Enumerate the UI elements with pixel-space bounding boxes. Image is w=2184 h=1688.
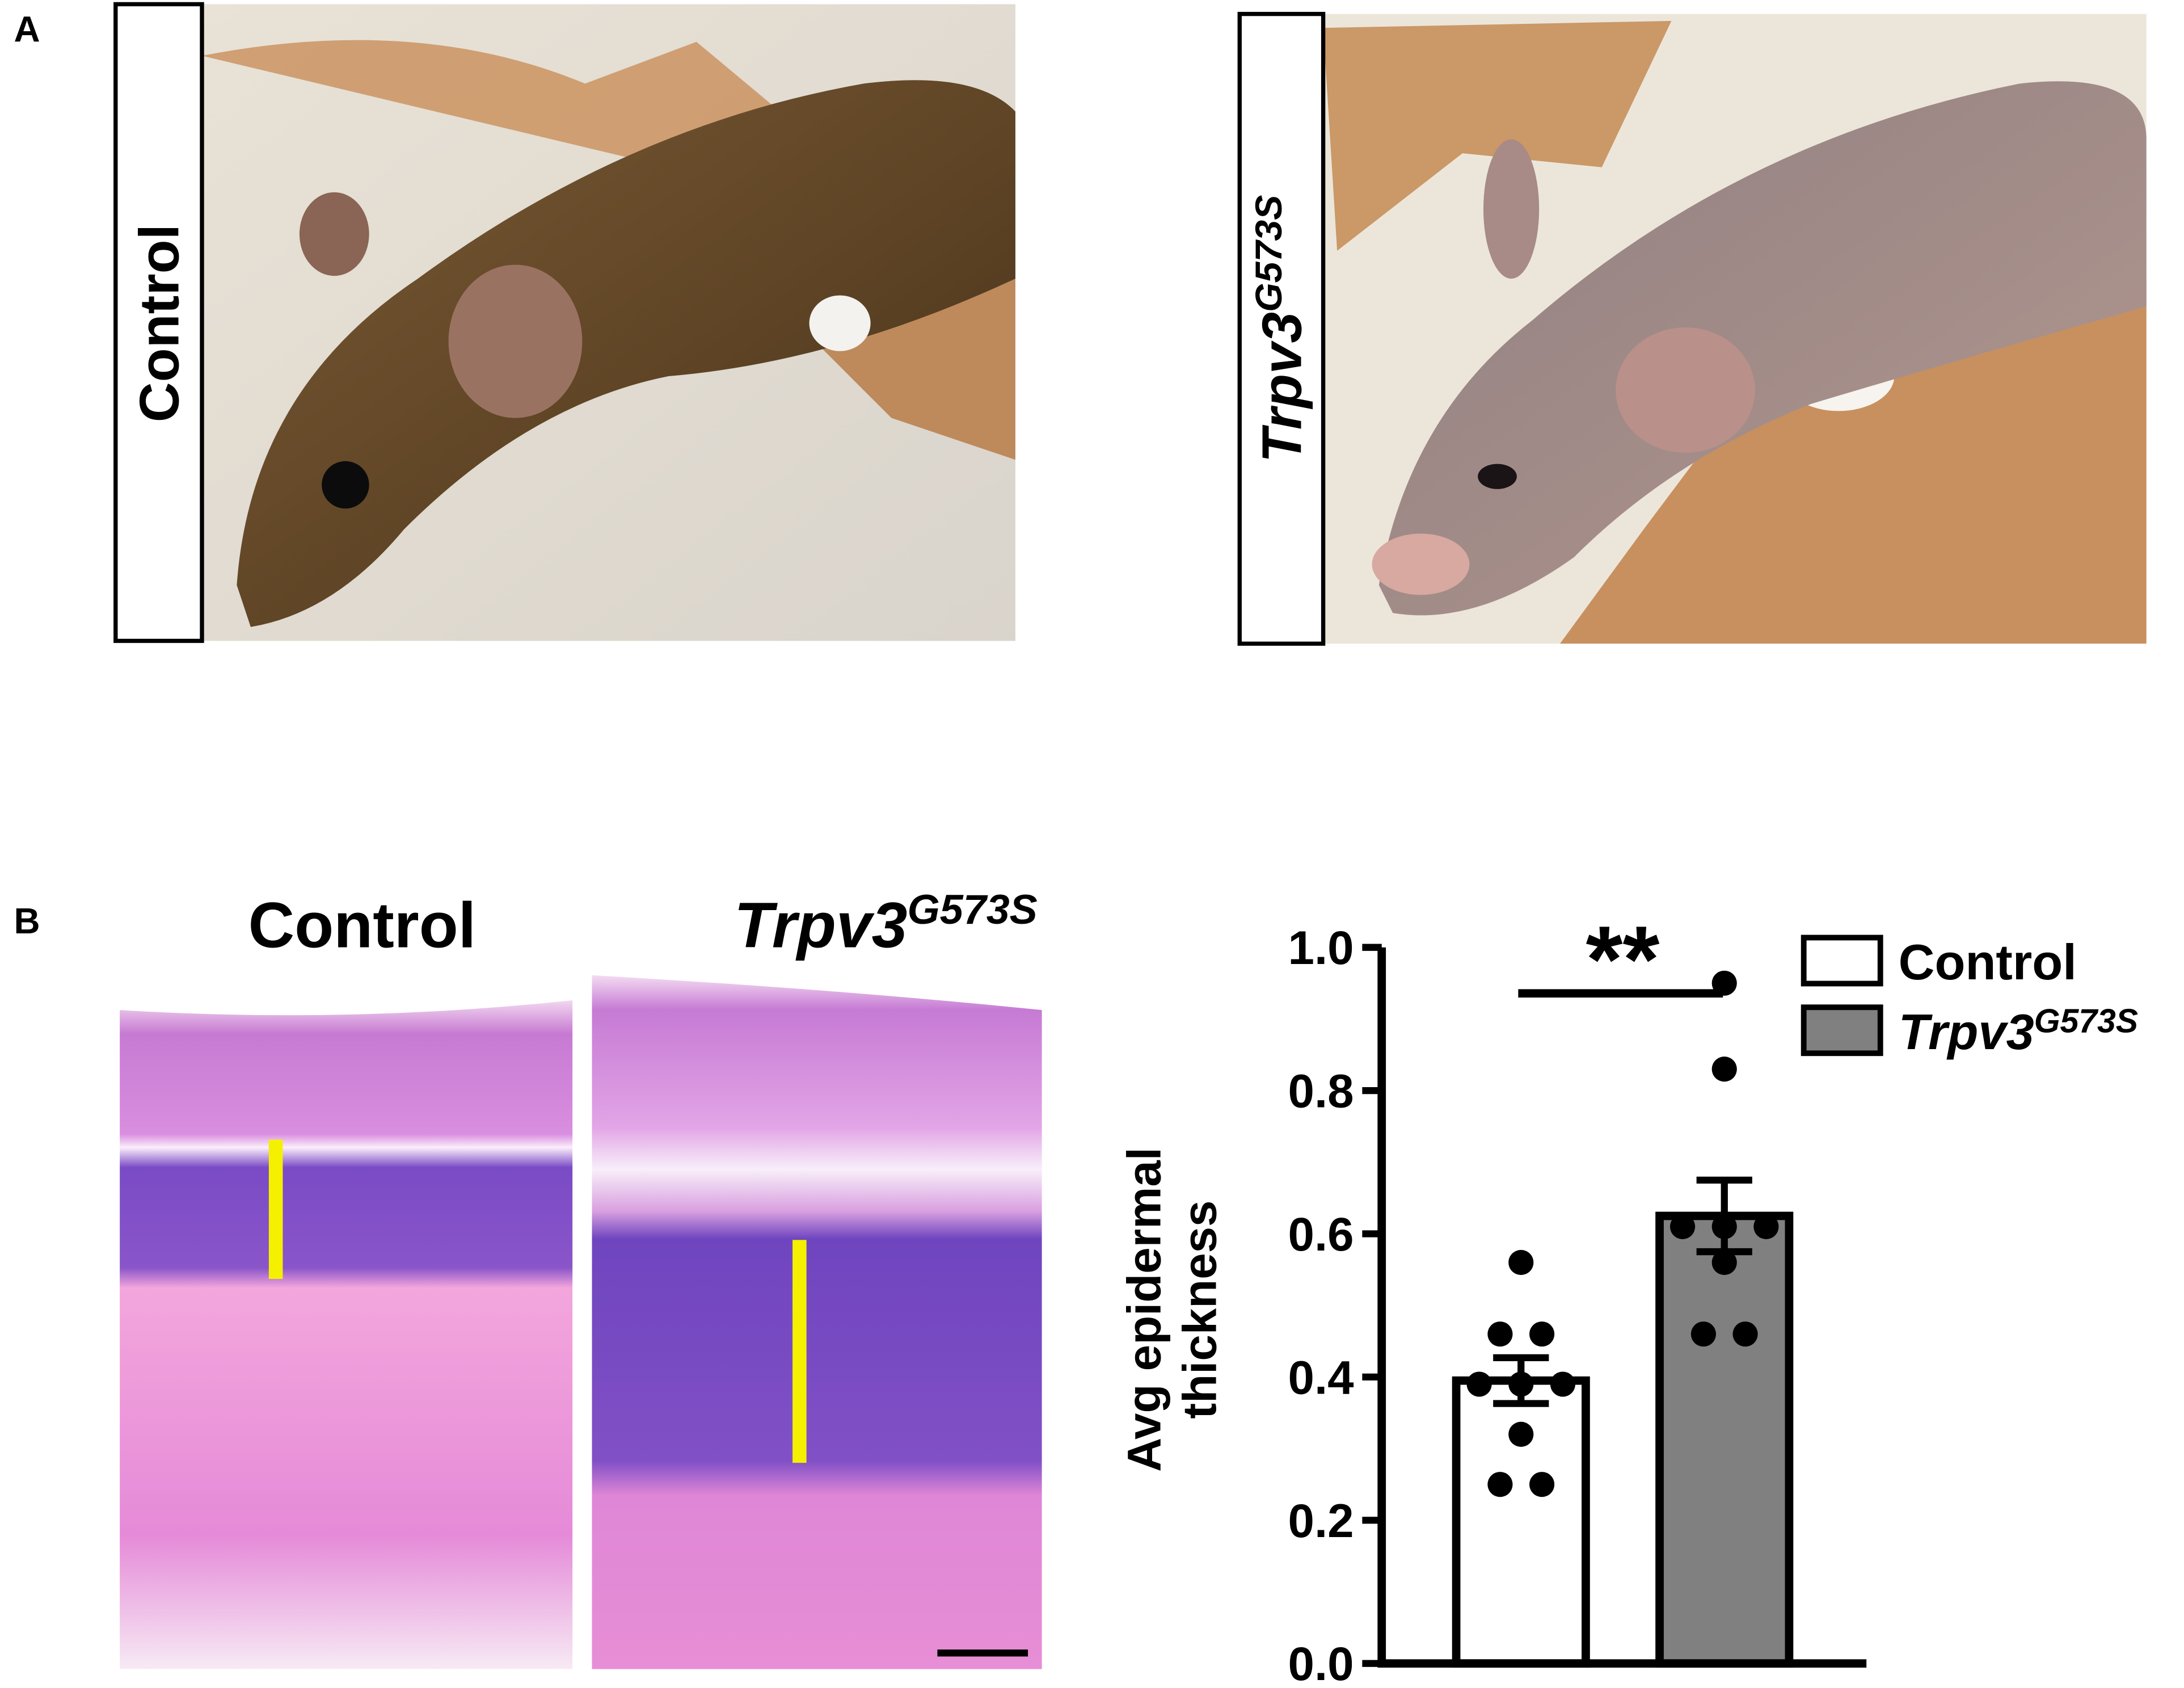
data-point xyxy=(1550,1371,1576,1397)
thickness-marker xyxy=(268,1139,283,1279)
legend-name: Trpv3 xyxy=(1899,1004,2034,1060)
y-tick-label: 1.0 xyxy=(1288,921,1354,974)
data-point xyxy=(1508,1421,1534,1447)
legend-label: Control xyxy=(1899,934,2077,990)
data-point xyxy=(1487,1472,1513,1497)
y-tick-label: 0.0 xyxy=(1288,1637,1354,1688)
legend-name: Control xyxy=(1899,934,2077,990)
significance-label: ** xyxy=(1586,907,1660,1012)
photo-label-box xyxy=(113,2,204,643)
photo-label: Control xyxy=(128,224,190,422)
y-axis-label: thickness xyxy=(1173,1201,1226,1419)
panel-label: B xyxy=(14,900,40,941)
histology-image xyxy=(592,975,1042,1669)
data-point xyxy=(1669,1214,1696,1239)
bar-chart: 0.0 0.2 0.4 0.6 0.8 1.0 Avg epidermal thickness… xyxy=(1117,907,2138,1688)
data-point xyxy=(1711,1249,1737,1276)
bar xyxy=(1655,1211,1794,1668)
scale-bar xyxy=(937,1649,1028,1657)
label-base: Trpv3 xyxy=(1250,312,1313,463)
y-tick-label: 0.4 xyxy=(1288,1350,1354,1404)
legend-superscript: G573S xyxy=(2034,1003,2138,1039)
data-point xyxy=(1753,1214,1779,1239)
histology-title: Trpv3G573S xyxy=(734,886,1038,961)
data-point xyxy=(1508,1249,1534,1276)
data-point xyxy=(1529,1472,1555,1497)
histology-title: Control xyxy=(248,890,476,961)
photo-mutant xyxy=(1323,14,2147,644)
photo-label: Trpv3G573S xyxy=(1248,195,1313,463)
data-point xyxy=(1711,1056,1737,1082)
legend-swatch xyxy=(1801,1004,1883,1056)
legend-label: Trpv3G573S xyxy=(1899,1003,2138,1059)
data-point xyxy=(1529,1321,1555,1347)
thickness-marker xyxy=(792,1240,807,1463)
panel-label: A xyxy=(14,9,40,50)
data-point xyxy=(1732,1321,1758,1347)
label-superscript: G573S xyxy=(1248,195,1290,312)
data-point xyxy=(1487,1321,1513,1347)
error-bar xyxy=(1696,1176,1752,1256)
photo-label-box xyxy=(1237,11,1326,646)
data-point xyxy=(1690,1321,1716,1347)
y-tick-label: 0.2 xyxy=(1288,1494,1354,1547)
error-bar xyxy=(1493,1354,1549,1407)
y-tick-label: 0.8 xyxy=(1288,1064,1354,1118)
data-point xyxy=(1466,1371,1492,1397)
y-axis-label: Avg epidermal xyxy=(1117,1147,1170,1472)
y-tick-label: 0.6 xyxy=(1288,1207,1354,1261)
histology-image xyxy=(120,1000,573,1669)
photo-control xyxy=(202,4,1015,641)
title-base: Trpv3 xyxy=(734,890,908,961)
legend-swatch xyxy=(1801,934,1883,987)
title-superscript: G573S xyxy=(907,886,1037,933)
axes xyxy=(1377,947,1867,1668)
